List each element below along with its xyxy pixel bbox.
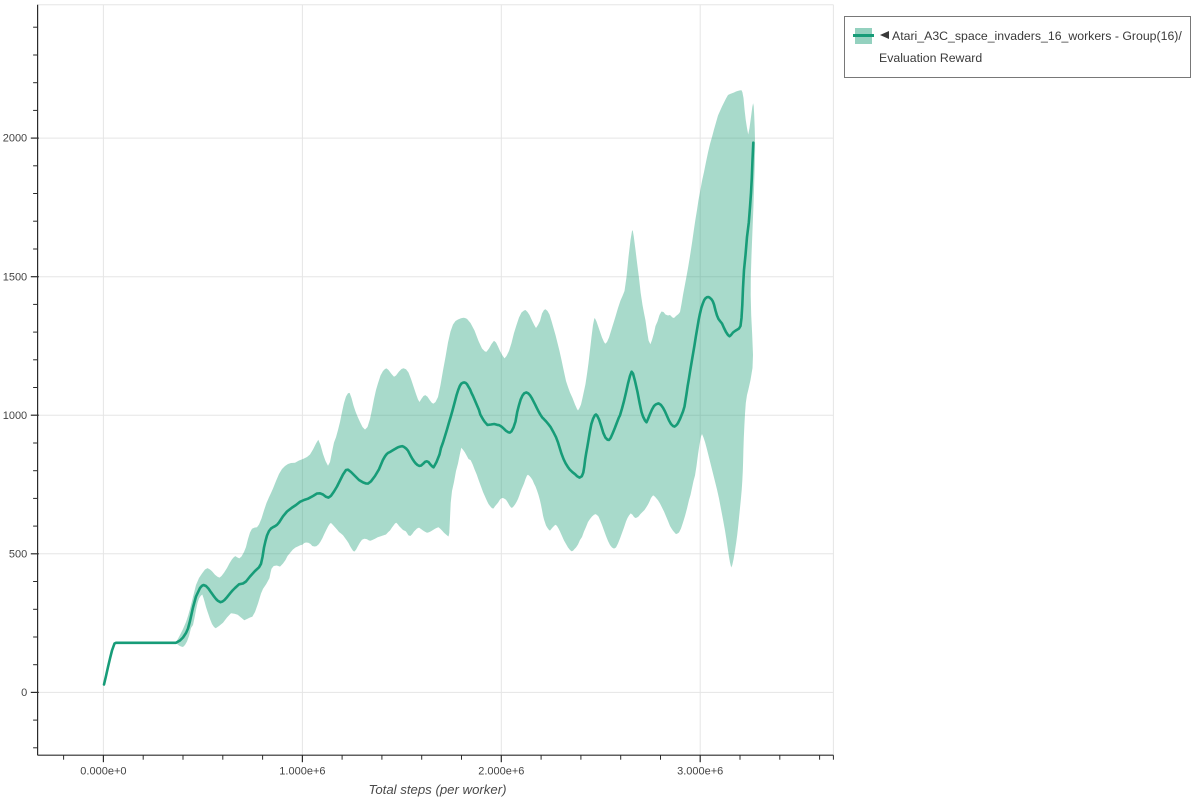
svg-text:0.000e+0: 0.000e+0 bbox=[80, 766, 126, 778]
svg-text:3.000e+6: 3.000e+6 bbox=[677, 766, 723, 778]
svg-text:0: 0 bbox=[21, 687, 27, 699]
svg-text:500: 500 bbox=[9, 548, 27, 560]
svg-text:1000: 1000 bbox=[3, 410, 27, 422]
svg-text:2000: 2000 bbox=[3, 133, 27, 145]
svg-text:2.000e+6: 2.000e+6 bbox=[478, 766, 524, 778]
svg-text:1.000e+6: 1.000e+6 bbox=[279, 766, 325, 778]
svg-text:1500: 1500 bbox=[3, 271, 27, 283]
